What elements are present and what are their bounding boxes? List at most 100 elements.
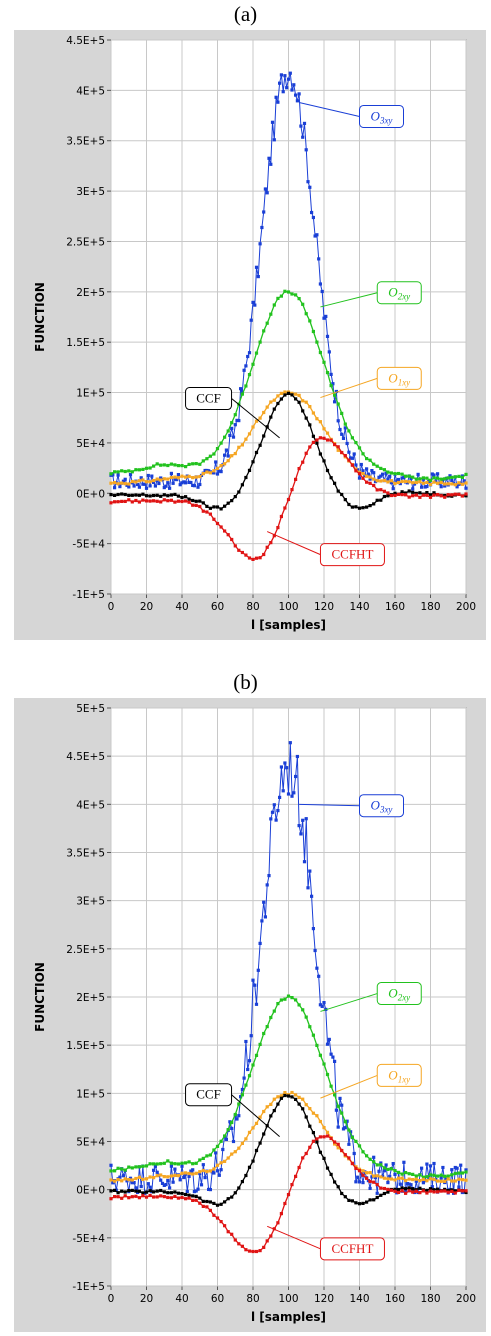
data-point (400, 1176, 404, 1180)
data-point (347, 1198, 351, 1202)
data-point (411, 1190, 415, 1194)
data-point (130, 1181, 134, 1185)
data-point (436, 1187, 440, 1191)
data-point (180, 464, 184, 468)
data-point (297, 92, 301, 96)
data-point (276, 100, 280, 104)
data-point (162, 463, 166, 467)
data-point (125, 1179, 129, 1183)
data-point (212, 471, 216, 475)
data-point (315, 1140, 319, 1144)
data-point (144, 1195, 149, 1199)
data-point (453, 1165, 457, 1170)
data-point (395, 479, 399, 483)
y-tick-label: 3.5E+5 (66, 136, 105, 148)
data-point (141, 467, 145, 471)
callout-leader (299, 101, 360, 117)
data-point (134, 498, 138, 503)
x-tick-label: 60 (211, 601, 224, 613)
data-point (139, 476, 143, 480)
data-point (169, 498, 173, 502)
data-point (436, 1179, 440, 1183)
data-point (331, 1055, 335, 1059)
data-point (411, 487, 415, 491)
data-point (233, 1112, 237, 1117)
data-point (256, 968, 260, 972)
data-point (240, 1141, 244, 1145)
data-point (372, 1198, 376, 1202)
data-point (412, 1190, 417, 1195)
x-tick-label: 80 (246, 1293, 259, 1305)
data-point (340, 411, 344, 415)
data-point (400, 1172, 404, 1176)
data-point (412, 482, 417, 486)
x-tick-label: 0 (108, 1293, 115, 1305)
data-point (382, 478, 386, 483)
data-point (219, 1139, 223, 1143)
data-point (212, 1148, 216, 1152)
data-point (409, 1183, 413, 1187)
data-point (418, 1186, 422, 1190)
data-point (382, 1191, 386, 1196)
data-point (176, 1162, 180, 1166)
data-point (215, 521, 220, 526)
data-point (116, 1166, 120, 1170)
y-tick-label: 0E+0 (76, 1185, 105, 1197)
data-point (240, 483, 244, 487)
data-point (198, 1158, 202, 1162)
data-point (254, 1249, 259, 1254)
data-point (414, 1177, 418, 1181)
data-point (304, 416, 308, 420)
data-point (137, 479, 141, 483)
y-tick-label: 2.5E+5 (66, 236, 105, 248)
data-point (391, 1162, 395, 1166)
data-point (407, 1177, 411, 1181)
data-point (184, 1171, 188, 1175)
data-point (109, 481, 113, 485)
data-point (237, 490, 241, 494)
callout-box (376, 366, 422, 390)
data-point (368, 458, 372, 462)
data-point (120, 1167, 124, 1171)
data-point (262, 1031, 266, 1036)
data-point (240, 443, 244, 447)
data-point (301, 1097, 305, 1101)
data-point (120, 1179, 124, 1183)
data-point (382, 494, 386, 499)
data-point (134, 1186, 138, 1190)
data-point (276, 1002, 280, 1006)
data-point (233, 1191, 237, 1195)
data-point (457, 1185, 461, 1189)
data-point (327, 350, 331, 354)
data-point (265, 545, 269, 549)
y-tick-label: -1E+5 (72, 1281, 105, 1293)
data-point (379, 1186, 383, 1190)
data-point (400, 490, 404, 494)
data-point (311, 1033, 315, 1037)
data-point (219, 1161, 223, 1165)
data-point (233, 1150, 237, 1154)
data-point (279, 397, 283, 401)
data-point (368, 1171, 372, 1175)
callout-o3xy: O3xy (299, 101, 404, 128)
data-point (208, 1188, 212, 1192)
callout-box (376, 281, 422, 305)
data-point (428, 493, 433, 497)
data-point (450, 1189, 454, 1193)
chart-b: 0 20 40 60 80 100 120 140 160 180 200 -1E+5 -5E+4 0E+… (33, 703, 476, 1324)
x-tick-label: 60 (211, 1293, 224, 1305)
y-tick-label: -5E+4 (72, 1233, 105, 1245)
data-point (191, 1172, 195, 1176)
data-point (396, 492, 401, 496)
data-point (279, 1212, 283, 1216)
callout-label: CCF (196, 1087, 221, 1102)
data-point (427, 1175, 431, 1179)
data-point (283, 289, 287, 293)
data-point (152, 1176, 156, 1180)
data-point (162, 1161, 166, 1165)
data-point (118, 1175, 122, 1179)
data-point (258, 1042, 262, 1046)
data-point (329, 1084, 333, 1088)
data-point (354, 1166, 358, 1170)
x-axis-label: l [samples] (251, 1310, 326, 1324)
